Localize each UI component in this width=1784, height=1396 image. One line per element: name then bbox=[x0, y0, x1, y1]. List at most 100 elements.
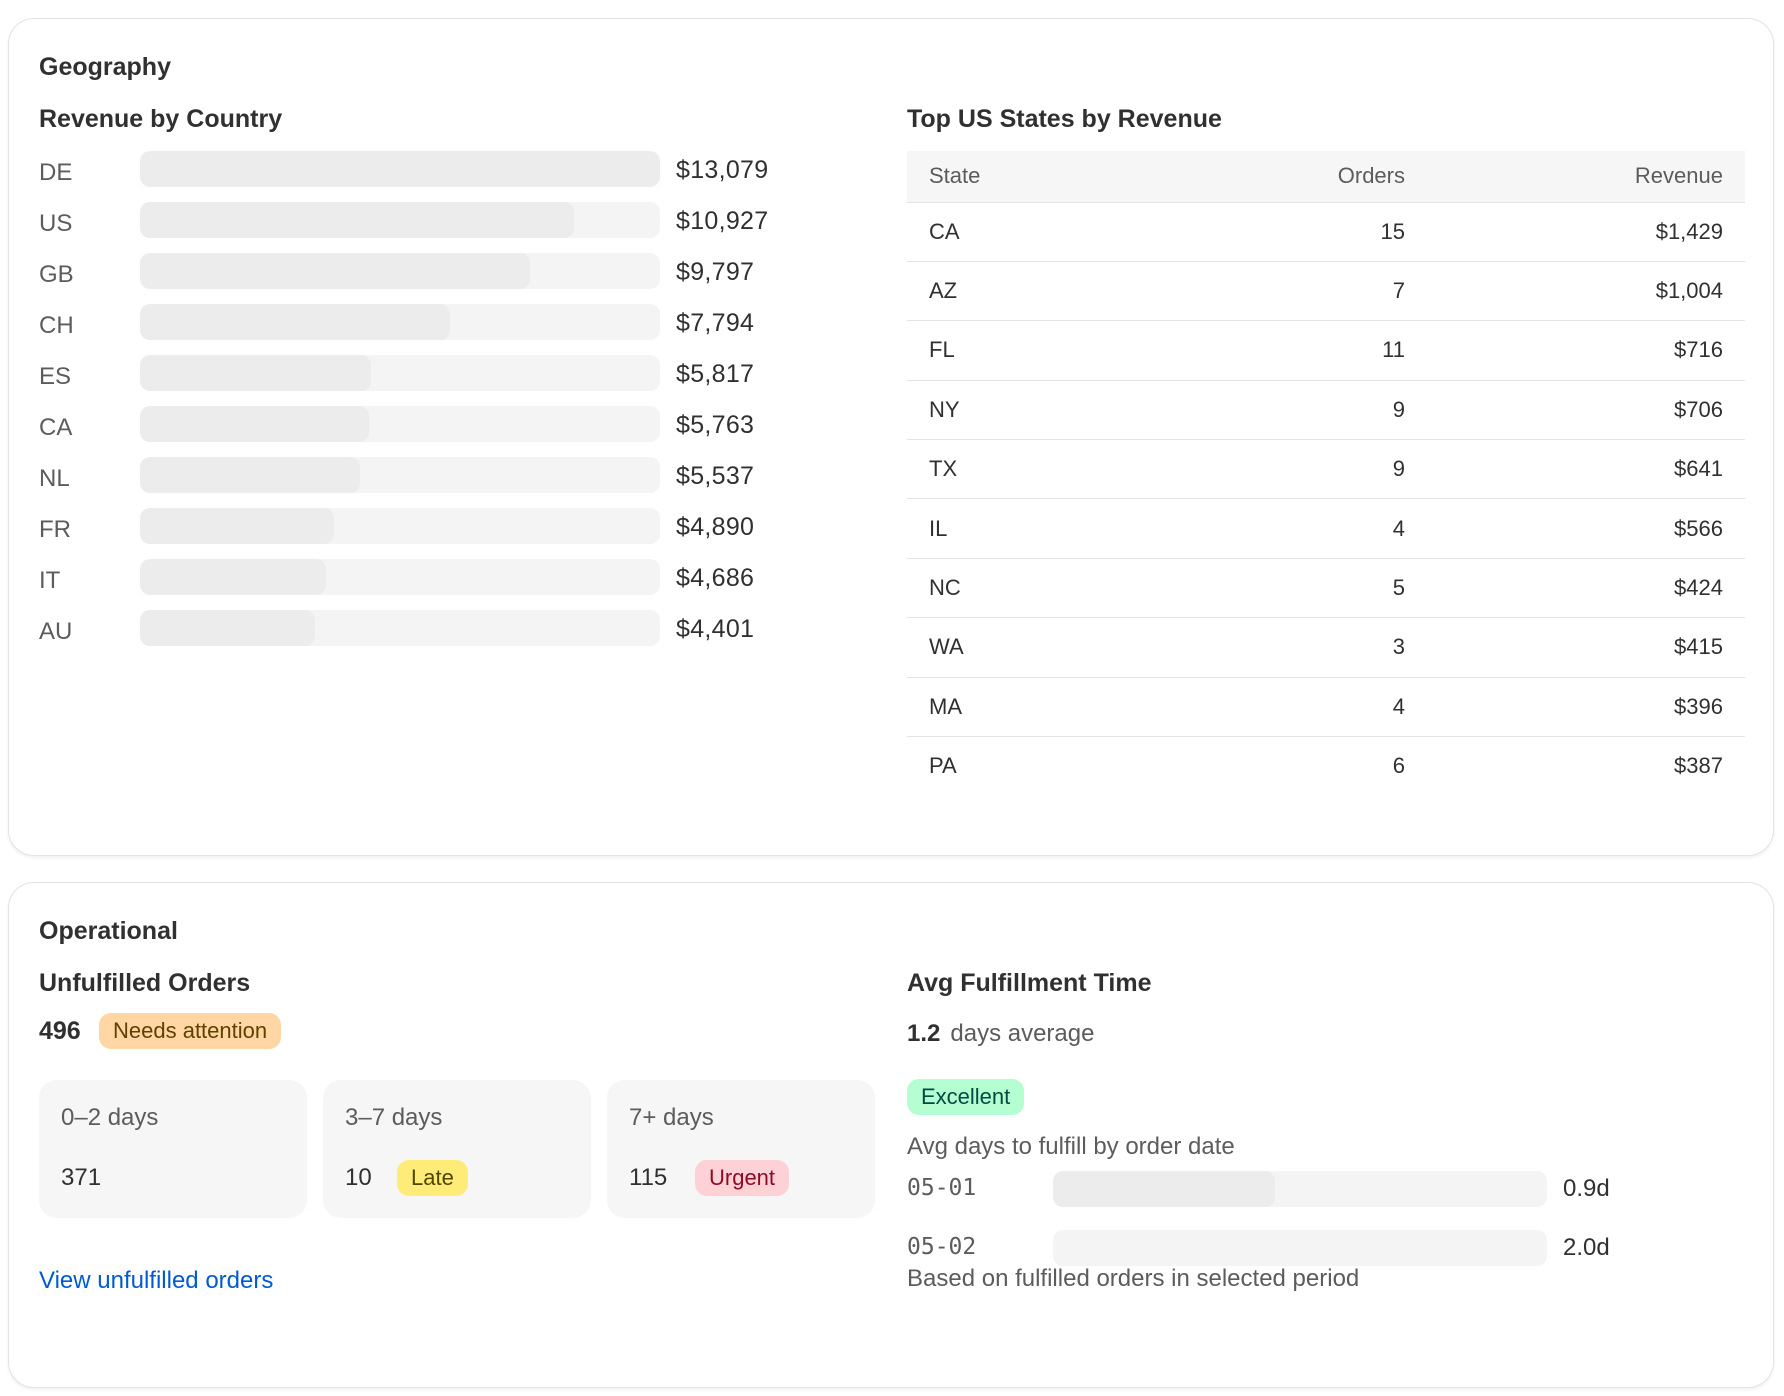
state-cell: PA bbox=[929, 753, 957, 779]
table-header-row: State Orders Revenue bbox=[907, 151, 1745, 203]
fulfillment-by-date-list: 05-01 0.9d 05-02 2.0d bbox=[907, 1171, 1727, 1289]
state-cell: AZ bbox=[907, 261, 1187, 322]
table-row: AZ 7 $1,004 bbox=[907, 261, 1745, 322]
revenue-cell: $387 bbox=[1674, 753, 1723, 779]
country-row: DE $13,079 bbox=[39, 151, 819, 202]
column-header-orders[interactable]: Orders bbox=[1187, 151, 1427, 203]
country-code: ES bbox=[39, 363, 72, 390]
country-row: CH $7,794 bbox=[39, 304, 819, 355]
fulfillment-row: 05-02 2.0d bbox=[907, 1230, 1727, 1289]
unfulfilled-count: 496 bbox=[39, 1017, 81, 1045]
fulfillment-bar-track bbox=[1053, 1230, 1547, 1266]
geography-title: Geography bbox=[39, 53, 171, 81]
table-row: IL 4 $566 bbox=[907, 498, 1745, 559]
country-bar-fill bbox=[140, 202, 575, 238]
orders-cell: 9 bbox=[1187, 439, 1427, 500]
orders-cell: 4 bbox=[1187, 498, 1427, 559]
view-unfulfilled-orders-link[interactable]: View unfulfilled orders bbox=[39, 1267, 274, 1294]
country-bar-track bbox=[140, 304, 660, 340]
table-row: NY 9 $706 bbox=[907, 380, 1745, 441]
urgent-badge: Urgent bbox=[695, 1160, 790, 1196]
country-bar-track bbox=[140, 406, 660, 442]
revenue-by-country-list: DE $13,079 US $10,927 GB $9,797 CH $7,79… bbox=[39, 151, 819, 661]
revenue-cell: $396 bbox=[1427, 677, 1745, 738]
avg-days-by-date-label: Avg days to fulfill by order date bbox=[907, 1133, 1235, 1160]
country-bar-track bbox=[140, 508, 660, 544]
country-code: FR bbox=[39, 516, 71, 543]
fulfillment-days: 0.9d bbox=[1563, 1175, 1610, 1202]
country-bar-fill bbox=[140, 559, 327, 595]
bucket-7-plus-days: 7+ days 115 Urgent bbox=[607, 1080, 875, 1218]
table-row: CA 15 $1,429 bbox=[907, 202, 1745, 262]
state-cell: IL bbox=[907, 498, 1187, 559]
country-bar-fill bbox=[140, 610, 315, 646]
orders-cell: 3 bbox=[1187, 617, 1427, 678]
column-header-revenue[interactable]: Revenue bbox=[1427, 151, 1745, 203]
table-row: FL 11 $716 bbox=[907, 320, 1745, 381]
country-bar-track bbox=[140, 610, 660, 646]
country-code: US bbox=[39, 210, 73, 237]
country-value: $5,763 bbox=[676, 411, 755, 439]
orders-cell: 15 bbox=[1187, 202, 1427, 262]
bucket-value: 10 bbox=[345, 1164, 372, 1191]
country-code: IT bbox=[39, 567, 61, 594]
late-badge: Late bbox=[397, 1160, 468, 1196]
order-date: 05-01 bbox=[907, 1175, 977, 1201]
country-row: NL $5,537 bbox=[39, 457, 819, 508]
fulfillment-bar-track bbox=[1053, 1171, 1547, 1207]
revenue-cell: $641 bbox=[1427, 439, 1745, 500]
country-bar-track bbox=[140, 559, 660, 595]
orders-cell: 5 bbox=[1187, 558, 1427, 619]
country-row: GB $9,797 bbox=[39, 253, 819, 304]
state-cell: FL bbox=[907, 320, 1187, 381]
revenue-cell: $424 bbox=[1427, 558, 1745, 619]
bucket-label: 7+ days bbox=[629, 1104, 714, 1131]
revenue-cell: $415 bbox=[1427, 617, 1745, 678]
fulfillment-row: 05-01 0.9d bbox=[907, 1171, 1727, 1230]
column-header-state[interactable]: State bbox=[907, 151, 1187, 203]
revenue-cell: $1,004 bbox=[1427, 261, 1745, 322]
country-code: CH bbox=[39, 312, 74, 339]
country-row: US $10,927 bbox=[39, 202, 819, 253]
top-states-table: State Orders Revenue CA 15 $1,429 AZ 7 $… bbox=[907, 151, 1745, 796]
orders-cell: 7 bbox=[1187, 261, 1427, 322]
country-bar-fill bbox=[140, 508, 335, 544]
country-bar-fill bbox=[140, 355, 372, 391]
table-row: TX 9 $641 bbox=[907, 439, 1745, 500]
state-cell: NY bbox=[907, 380, 1187, 441]
avg-days-number: 1.2 bbox=[907, 1020, 941, 1047]
country-code: AU bbox=[39, 618, 73, 645]
fulfillment-footnote: Based on fulfilled orders in selected pe… bbox=[907, 1265, 1360, 1292]
country-row: CA $5,763 bbox=[39, 406, 819, 457]
unfulfilled-orders-title: Unfulfilled Orders bbox=[39, 969, 251, 997]
country-row: IT $4,686 bbox=[39, 559, 819, 610]
table-row: PA 6 $387 bbox=[907, 737, 1745, 796]
country-value: $7,794 bbox=[676, 309, 755, 337]
geography-card: Geography Revenue by Country DE $13,079 … bbox=[8, 18, 1774, 856]
bucket-value: 371 bbox=[61, 1164, 102, 1191]
avg-fulfillment-title: Avg Fulfillment Time bbox=[907, 969, 1152, 997]
bucket-label: 0–2 days bbox=[61, 1104, 159, 1131]
revenue-cell: $566 bbox=[1427, 498, 1745, 559]
orders-cell: 9 bbox=[1187, 380, 1427, 441]
country-row: ES $5,817 bbox=[39, 355, 819, 406]
revenue-cell: $706 bbox=[1427, 380, 1745, 441]
fulfillment-bar-fill bbox=[1053, 1171, 1276, 1207]
country-code: CA bbox=[39, 414, 73, 441]
country-value: $5,537 bbox=[676, 462, 755, 490]
avg-fulfillment-value: 1.2 days average bbox=[907, 1020, 1094, 1048]
bucket-value: 115 bbox=[629, 1164, 668, 1191]
fulfillment-days: 2.0d bbox=[1563, 1234, 1610, 1261]
revenue-cell: $716 bbox=[1427, 320, 1745, 381]
needs-attention-badge: Needs attention bbox=[99, 1013, 282, 1049]
country-bar-track bbox=[140, 202, 660, 238]
country-code: NL bbox=[39, 465, 70, 492]
revenue-by-country-title: Revenue by Country bbox=[39, 105, 283, 133]
orders-cell: 4 bbox=[1187, 677, 1427, 738]
country-bar-track bbox=[140, 253, 660, 289]
revenue-cell: $1,429 bbox=[1427, 202, 1745, 262]
country-bar-track bbox=[140, 355, 660, 391]
bucket-0-2-days: 0–2 days 371 bbox=[39, 1080, 307, 1218]
country-code: GB bbox=[39, 261, 74, 288]
bucket-3-7-days: 3–7 days 10 Late bbox=[323, 1080, 591, 1218]
